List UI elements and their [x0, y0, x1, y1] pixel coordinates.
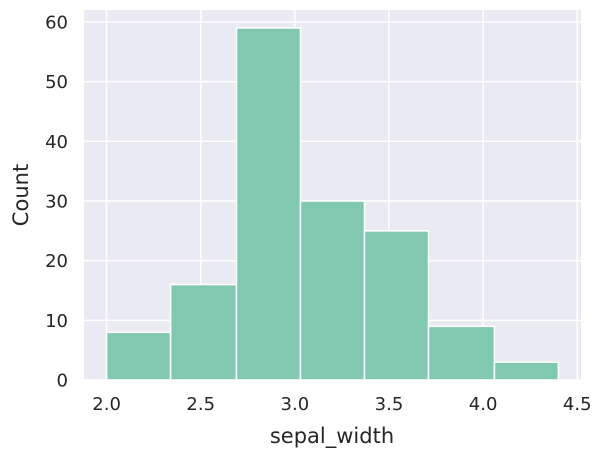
x-tick-label-4: 4.0: [469, 394, 498, 415]
x-tick-labels: 2.0 2.5 3.0 3.5 4.0 4.5: [92, 394, 591, 415]
y-tick-label-2: 20: [45, 251, 68, 272]
histogram-bar-3: [299, 200, 366, 381]
histogram-bar-2: [235, 27, 302, 381]
x-tick-label-1: 2.5: [186, 394, 215, 415]
histogram-bar-4: [363, 230, 430, 381]
y-tick-label-3: 30: [45, 191, 68, 212]
x-tick-label-3: 3.5: [375, 394, 404, 415]
histogram-bar-0: [105, 331, 172, 381]
x-tick-label-5: 4.5: [563, 394, 592, 415]
y-axis-label: Count: [9, 164, 33, 226]
y-tick-label-5: 50: [45, 72, 68, 93]
bars: [105, 27, 560, 381]
histogram-bar-6: [493, 361, 560, 381]
x-tick-label-2: 3.0: [281, 394, 310, 415]
x-tick-label-0: 2.0: [92, 394, 121, 415]
y-tick-labels: 0 10 20 30 40 50 60: [45, 12, 68, 391]
y-tick-label-0: 0: [57, 371, 68, 392]
y-tick-label-1: 10: [45, 311, 68, 332]
y-tick-label-6: 60: [45, 12, 68, 33]
histogram-bar-5: [427, 325, 496, 381]
y-tick-label-4: 40: [45, 132, 68, 153]
x-axis-label: sepal_width: [270, 424, 394, 449]
histogram-bar-1: [169, 283, 238, 381]
